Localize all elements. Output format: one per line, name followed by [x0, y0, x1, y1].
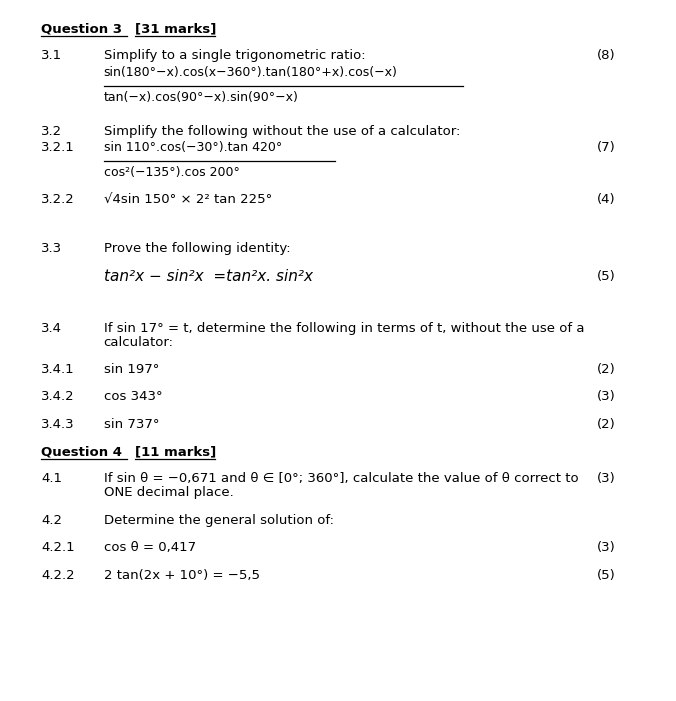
Text: Prove the following identity:: Prove the following identity: [103, 243, 290, 255]
Text: Simplify to a single trigonometric ratio:: Simplify to a single trigonometric ratio… [103, 48, 365, 62]
Text: sin 197°: sin 197° [103, 362, 159, 376]
Text: (3): (3) [597, 541, 616, 554]
Text: √4sin 150° × 2² tan 225°: √4sin 150° × 2² tan 225° [103, 193, 272, 206]
Text: [31 marks]: [31 marks] [135, 22, 216, 36]
Text: 4.2: 4.2 [41, 514, 62, 526]
Text: 4.2.1: 4.2.1 [41, 541, 75, 554]
Text: If sin θ = −0,671 and θ ∈ [0°; 360°], calculate the value of θ correct to: If sin θ = −0,671 and θ ∈ [0°; 360°], ca… [103, 472, 579, 486]
Text: 3.2: 3.2 [41, 125, 62, 139]
Text: ONE decimal place.: ONE decimal place. [103, 486, 233, 499]
Text: 2 tan(2x + 10°) = −5,5: 2 tan(2x + 10°) = −5,5 [103, 569, 260, 582]
Text: (3): (3) [597, 390, 616, 403]
Text: sin 110°.cos(−30°).tan 420°: sin 110°.cos(−30°).tan 420° [103, 142, 282, 154]
Text: 4.2.2: 4.2.2 [41, 569, 75, 582]
Text: [11 marks]: [11 marks] [135, 445, 216, 458]
Text: (3): (3) [597, 472, 616, 486]
Text: If sin 17° = t, determine the following in terms of t, without the use of a: If sin 17° = t, determine the following … [103, 322, 584, 335]
Text: Question 4: Question 4 [41, 445, 122, 458]
Text: Simplify the following without the use of a calculator:: Simplify the following without the use o… [103, 125, 460, 139]
Text: 4.1: 4.1 [41, 472, 62, 486]
Text: Question 3: Question 3 [41, 22, 122, 36]
Text: 3.3: 3.3 [41, 243, 62, 255]
Text: cos θ = 0,417: cos θ = 0,417 [103, 541, 196, 554]
Text: cos²(−135°).cos 200°: cos²(−135°).cos 200° [103, 166, 239, 179]
Text: calculator:: calculator: [103, 336, 174, 349]
Text: 3.4: 3.4 [41, 322, 62, 335]
Text: tan²x − sin²x  =tan²x. sin²x: tan²x − sin²x =tan²x. sin²x [103, 269, 313, 285]
Text: cos 343°: cos 343° [103, 390, 162, 403]
Text: tan(−x).cos(90°−x).sin(90°−x): tan(−x).cos(90°−x).sin(90°−x) [103, 91, 299, 104]
Text: 3.4.2: 3.4.2 [41, 390, 75, 403]
Text: Determine the general solution of:: Determine the general solution of: [103, 514, 334, 526]
Text: 3.4.3: 3.4.3 [41, 418, 75, 430]
Text: 3.1: 3.1 [41, 48, 62, 62]
Text: (5): (5) [597, 569, 616, 582]
Text: (8): (8) [597, 48, 616, 62]
Text: (2): (2) [597, 418, 616, 430]
Text: sin(180°−x).cos(x−360°).tan(180°+x).cos(−x): sin(180°−x).cos(x−360°).tan(180°+x).cos(… [103, 67, 397, 79]
Text: (7): (7) [597, 142, 616, 154]
Text: (4): (4) [597, 193, 616, 206]
Text: 3.2.1: 3.2.1 [41, 142, 75, 154]
Text: 3.2.2: 3.2.2 [41, 193, 75, 206]
Text: (2): (2) [597, 362, 616, 376]
Text: sin 737°: sin 737° [103, 418, 160, 430]
Text: 3.4.1: 3.4.1 [41, 362, 75, 376]
Text: (5): (5) [597, 271, 616, 283]
